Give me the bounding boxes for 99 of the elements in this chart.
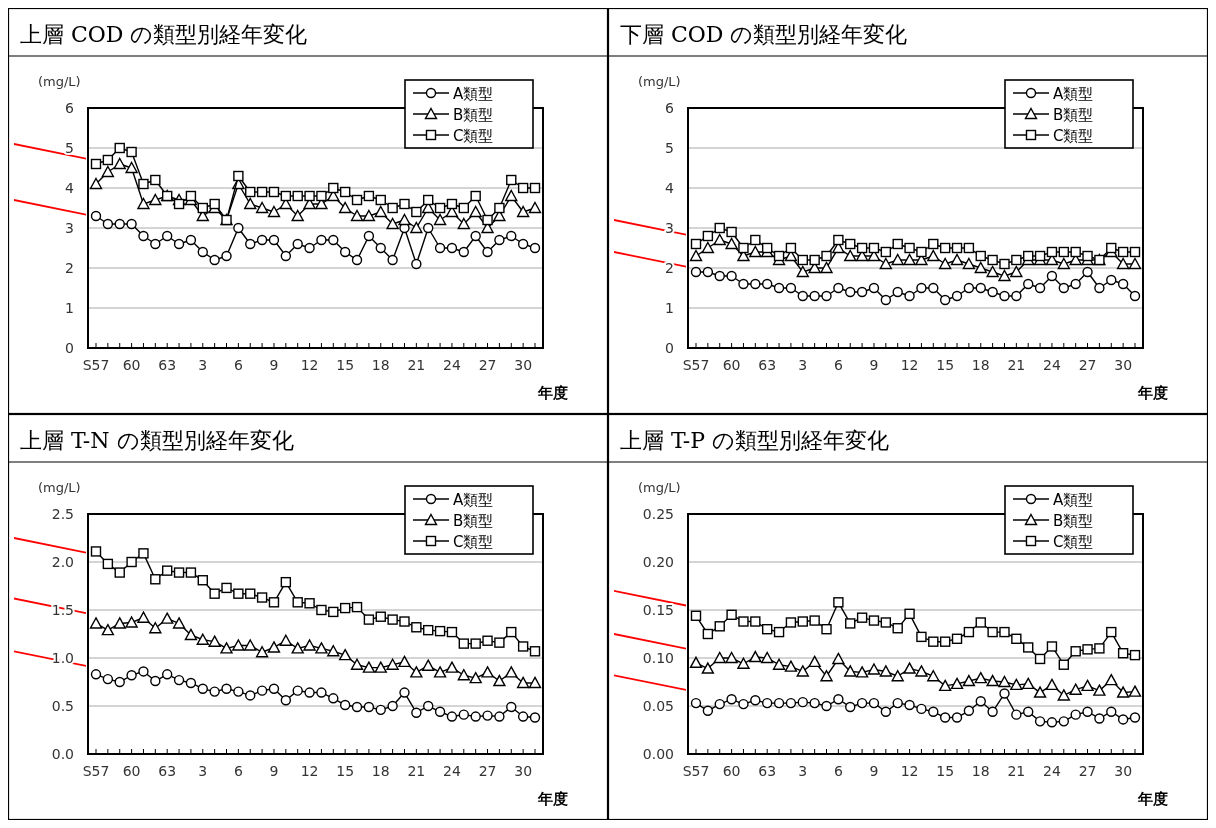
y-tick-label: 0.05 [642, 698, 674, 714]
x-tick-label: 63 [158, 763, 177, 779]
x-tick-label: 60 [722, 763, 741, 779]
x-axis-title: 年度 [537, 384, 568, 402]
x-tick-label: S57 [82, 357, 110, 373]
y-axis-title: (mg/L) [38, 74, 81, 89]
x-tick-label: 18 [971, 763, 990, 779]
x-tick-label: 30 [1114, 763, 1133, 779]
x-tick-label: 3 [798, 357, 808, 373]
x-tick-label: 3 [198, 357, 208, 373]
x-tick-label: 63 [758, 763, 777, 779]
y-tick-label: 6 [65, 100, 75, 116]
y-tick-label: 0.0 [51, 746, 74, 762]
x-tick-label: 6 [233, 357, 243, 373]
x-tick-label: 15 [336, 357, 355, 373]
legend-label: A類型 [453, 491, 494, 509]
x-tick-label: 12 [300, 763, 319, 779]
x-tick-label: 30 [514, 357, 533, 373]
x-tick-label: 6 [833, 763, 843, 779]
x-tick-label: 21 [407, 357, 426, 373]
x-tick-label: 6 [233, 763, 243, 779]
y-tick-label: 0.20 [642, 554, 674, 570]
y-tick-label: 2 [65, 260, 74, 276]
legend-label: C類型 [453, 127, 494, 145]
x-tick-label: 15 [336, 763, 355, 779]
y-tick-label: 2 [665, 260, 674, 276]
x-tick-label: 30 [514, 763, 533, 779]
y-tick-label: 5 [65, 140, 74, 156]
x-tick-label: 30 [1114, 357, 1133, 373]
y-tick-label: 0.15 [642, 602, 674, 618]
x-tick-label: 15 [936, 763, 955, 779]
x-tick-label: 63 [758, 357, 777, 373]
legend-label: A類型 [1053, 491, 1094, 509]
x-tick-label: 24 [443, 357, 461, 373]
x-tick-label: 60 [722, 357, 741, 373]
x-tick-label: 18 [371, 763, 390, 779]
chart-title: 下層 COD の類型別経年変化 [620, 22, 908, 47]
x-tick-label: 9 [869, 763, 879, 779]
x-tick-label: 60 [122, 763, 141, 779]
x-tick-label: 27 [478, 763, 497, 779]
y-tick-label: 5 [665, 140, 674, 156]
legend-label: C類型 [1053, 127, 1094, 145]
x-tick-label: 3 [798, 763, 808, 779]
x-tick-label: 24 [1043, 763, 1061, 779]
legend-label: A類型 [1053, 85, 1094, 103]
x-tick-label: 12 [300, 357, 319, 373]
x-tick-label: 21 [1007, 763, 1026, 779]
legend-label: B類型 [1053, 106, 1094, 124]
x-tick-label: 24 [1043, 357, 1061, 373]
x-tick-label: S57 [682, 763, 710, 779]
legend-label: C類型 [453, 533, 494, 551]
x-tick-label: 21 [1007, 357, 1026, 373]
x-tick-label: 18 [971, 357, 990, 373]
x-tick-label: S57 [682, 357, 710, 373]
x-tick-label: 9 [269, 357, 279, 373]
y-tick-label: 3 [65, 220, 74, 236]
chart-title: 上層 COD の類型別経年変化 [20, 22, 308, 47]
legend-label: B類型 [1053, 512, 1094, 530]
x-tick-label: 12 [900, 763, 919, 779]
y-tick-label: 4 [665, 180, 675, 196]
y-axis-title: (mg/L) [638, 480, 681, 495]
y-tick-label: 6 [665, 100, 675, 116]
y-axis-title: (mg/L) [38, 480, 81, 495]
x-tick-label: 12 [900, 357, 919, 373]
x-tick-label: 9 [869, 357, 879, 373]
x-axis-title: 年度 [1137, 384, 1168, 402]
x-tick-label: S57 [82, 763, 110, 779]
y-tick-label: 0.5 [51, 698, 74, 714]
y-tick-label: 0 [665, 340, 674, 356]
y-tick-label: 0.10 [642, 650, 674, 666]
y-tick-label: 0.00 [642, 746, 674, 762]
x-tick-label: 27 [1078, 763, 1097, 779]
x-tick-label: 27 [1078, 357, 1097, 373]
y-tick-label: 0 [65, 340, 74, 356]
y-tick-label: 2.5 [51, 506, 74, 522]
y-tick-label: 0.25 [642, 506, 674, 522]
x-tick-label: 21 [407, 763, 426, 779]
x-tick-label: 27 [478, 357, 497, 373]
legend-label: A類型 [453, 85, 494, 103]
x-tick-label: 15 [936, 357, 955, 373]
chart-title: 上層 T-N の類型別経年変化 [20, 428, 294, 453]
legend-label: B類型 [453, 106, 494, 124]
y-tick-label: 1 [665, 300, 674, 316]
legend-label: B類型 [453, 512, 494, 530]
x-tick-label: 18 [371, 357, 390, 373]
chart-title: 上層 T-P の類型別経年変化 [620, 428, 890, 453]
x-tick-label: 3 [198, 763, 208, 779]
x-tick-label: 63 [158, 357, 177, 373]
y-axis-title: (mg/L) [638, 74, 681, 89]
x-tick-label: 6 [833, 357, 843, 373]
y-tick-label: 1 [65, 300, 74, 316]
x-tick-label: 60 [122, 357, 141, 373]
legend-label: C類型 [1053, 533, 1094, 551]
y-tick-label: 2.0 [51, 554, 74, 570]
x-axis-title: 年度 [1137, 790, 1168, 808]
x-tick-label: 9 [269, 763, 279, 779]
x-axis-title: 年度 [537, 790, 568, 808]
y-tick-label: 4 [65, 180, 75, 196]
x-tick-label: 24 [443, 763, 461, 779]
